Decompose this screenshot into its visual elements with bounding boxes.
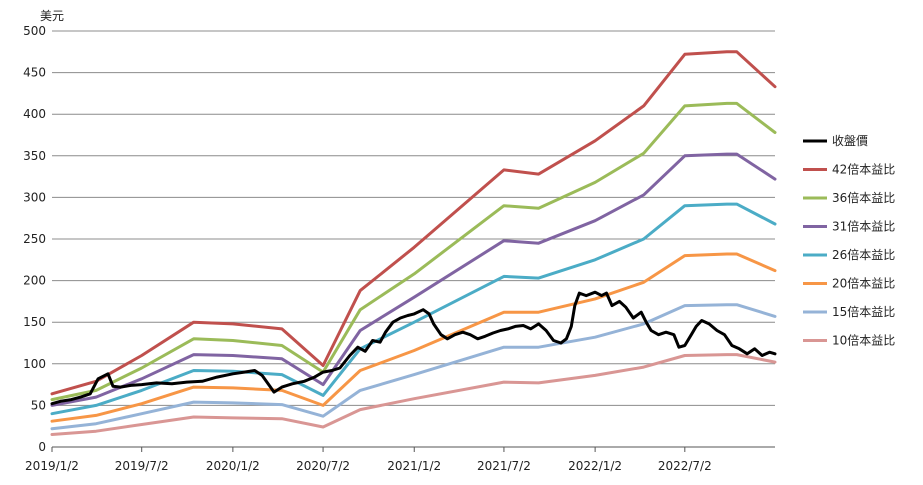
series-line-7 <box>50 353 777 436</box>
legend-label: 42倍本益比 <box>832 162 895 177</box>
legend-label: 26倍本益比 <box>832 247 895 262</box>
y-tick-label: 100 <box>23 357 46 371</box>
x-tick-label: 2019/7/2 <box>115 459 169 473</box>
series-lines <box>50 50 777 436</box>
legend: 收盤價 42倍本益比 36倍本益比 31倍本益比 26倍本益比 20倍本益比 15倍本益比 1… <box>803 134 895 348</box>
y-tick-label: 300 <box>23 190 46 204</box>
y-tick-label: 150 <box>23 315 46 329</box>
y-tick-label: 400 <box>23 107 46 121</box>
series-line-3 <box>50 152 777 407</box>
series-line-0 <box>50 290 777 406</box>
y-tick-label: 350 <box>23 149 46 163</box>
legend-label: 收盤價 <box>832 134 868 148</box>
y-tick-label: 250 <box>23 232 46 246</box>
x-tick-label: 2021/7/2 <box>477 459 531 473</box>
series-line-1 <box>50 50 777 396</box>
y-tick-label: 450 <box>23 66 46 80</box>
legend-label: 20倍本益比 <box>832 276 895 291</box>
legend-label: 31倍本益比 <box>832 219 895 234</box>
series-line-5 <box>50 252 777 423</box>
x-tick-label: 2019/1/2 <box>25 459 79 473</box>
x-tick-label: 2022/1/2 <box>568 459 622 473</box>
x-tick-label: 2020/1/2 <box>206 459 260 473</box>
x-tick-label: 2021/1/2 <box>387 459 441 473</box>
series-line-4 <box>50 202 777 416</box>
x-tick-label: 2022/7/2 <box>658 459 712 473</box>
x-tick-label: 2020/7/2 <box>296 459 350 473</box>
y-axis-unit-label: 美元 <box>40 9 64 23</box>
series-line-6 <box>50 303 777 431</box>
legend-label: 10倍本益比 <box>832 333 895 348</box>
series-line-2 <box>50 101 777 402</box>
y-axis-ticks: 0 50 100 150 200 250 300 350 400 450 500 <box>23 24 46 454</box>
legend-label: 36倍本益比 <box>832 190 895 205</box>
x-axis-ticks: 2019/1/2 2019/7/2 2020/1/2 2020/7/2 2021/1/2… <box>25 447 712 473</box>
y-tick-label: 500 <box>23 24 46 38</box>
y-tick-label: 0 <box>38 440 46 454</box>
y-tick-label: 50 <box>31 398 46 412</box>
legend-label: 15倍本益比 <box>832 304 895 319</box>
y-tick-label: 200 <box>23 274 46 288</box>
